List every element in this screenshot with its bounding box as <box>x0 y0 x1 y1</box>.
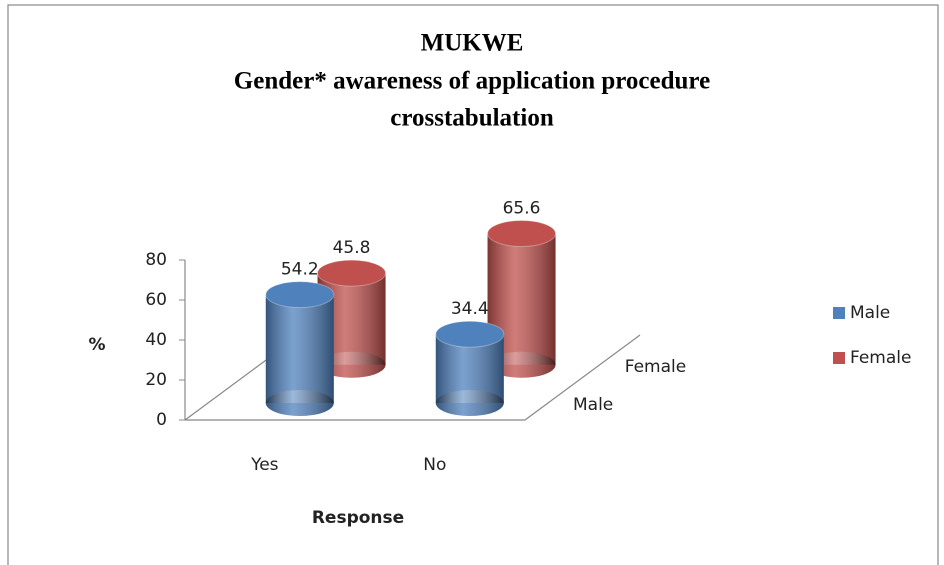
x-tick-label: Yes <box>250 455 279 475</box>
y-axis-label: % <box>88 335 105 355</box>
data-label: 34.4 <box>451 299 489 319</box>
bar-top <box>435 320 505 348</box>
legend-swatch <box>833 352 845 364</box>
bar <box>435 320 505 416</box>
bar-top <box>317 259 387 287</box>
data-label: 65.6 <box>503 199 541 219</box>
legend-label: Female <box>850 348 911 368</box>
y-tick-label: 0 <box>156 410 167 430</box>
data-label: 54.2 <box>281 260 319 280</box>
legend-label: Male <box>850 303 890 323</box>
chart-frame <box>7 4 939 565</box>
bar-top <box>487 220 557 248</box>
data-label: 45.8 <box>333 238 371 258</box>
y-tick-label: 20 <box>145 370 167 390</box>
x-axis-label: Response <box>312 508 404 528</box>
x-tick-label: No <box>423 455 446 475</box>
floor-edge <box>185 334 641 421</box>
chart-title: crosstabulation <box>390 105 554 132</box>
y-tick-label: 80 <box>145 250 167 270</box>
bar <box>265 281 335 416</box>
legend-swatch <box>833 307 845 319</box>
depth-tick-label: Female <box>625 357 686 377</box>
y-tick-label: 40 <box>145 330 167 350</box>
y-tick-label: 60 <box>145 290 167 310</box>
bar-body-shade <box>265 294 334 403</box>
bar-top <box>265 281 335 309</box>
depth-tick-label: Male <box>573 395 613 415</box>
chart-title: Gender* awareness of application procedu… <box>234 68 710 95</box>
chart-title: MUKWE <box>421 30 524 57</box>
